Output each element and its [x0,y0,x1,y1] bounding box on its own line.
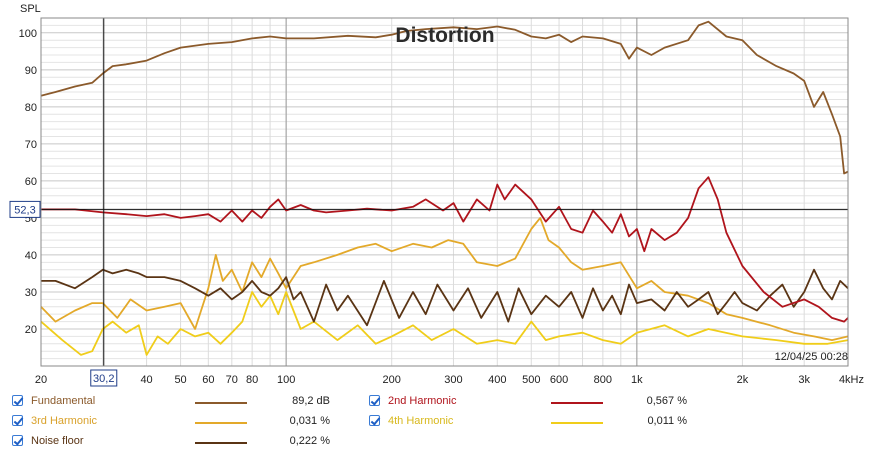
legend-fundamental-value: 89,2 dB [292,395,330,407]
fundamental-checkbox[interactable] [12,395,23,406]
legend-noise-floor-swatch [195,442,247,444]
x-tick-label: 300 [444,374,462,386]
series-line-4th-harmonic [40,291,849,356]
plot-area [41,18,848,366]
cursor-x-readout-box [90,369,118,387]
y-tick-label: 70 [25,139,37,151]
cursor-y-readout: 52,3 [14,204,35,216]
legend-fundamental-name: Fundamental [31,395,96,407]
y-tick-label: 40 [25,250,37,262]
legend-row-2: 3rd Harmonic 0,031 % 4th Harmonic 0,011 … [0,413,869,433]
y-axis-label: SPL [20,3,41,15]
x-tick-label: 500 [522,374,540,386]
y-tick-label: 100 [19,28,37,40]
cursor-layer [41,18,848,366]
second-harmonic-checkbox[interactable] [369,395,380,406]
chart-title: Distortion [395,24,494,47]
x-tick-label: 1k [631,374,643,386]
x-tick-label: 70 [226,374,238,386]
legend-third-harmonic-value: 0,031 % [289,415,330,427]
x-tick-label: 2k [737,374,749,386]
noise-floor-checkbox[interactable] [12,435,23,446]
y-tick-label: 90 [25,65,37,77]
legend-noise-floor-value: 0,222 % [289,435,330,447]
x-tick-label: 4kHz [839,374,864,386]
legend-third-harmonic-name: 3rd Harmonic [31,415,98,427]
x-tick-label: 600 [550,374,568,386]
series-line-fundamental [40,20,849,175]
y-tick-label: 20 [25,324,37,336]
legend-fourth-harmonic-name: 4th Harmonic [388,415,454,427]
legend-second-harmonic-name: 2nd Harmonic [388,395,457,407]
x-tick-label: 80 [246,374,258,386]
x-tick-label: 50 [174,374,186,386]
legend-second-harmonic-swatch [551,402,603,404]
cursor-x-readout: 30,2 [93,373,114,385]
third-harmonic-checkbox[interactable] [12,415,23,426]
x-tick-label: 200 [383,374,401,386]
legend-row-3: Noise floor 0,222 % [0,433,869,453]
x-tick-label: 60 [202,374,214,386]
series-layer [40,20,849,356]
timestamp: 12/04/25 00:28 [775,351,848,363]
legend-third-harmonic-swatch [195,422,247,424]
x-tick-label: 3k [798,374,810,386]
legend-second-harmonic-value: 0,567 % [646,395,687,407]
legend-fundamental-swatch [195,402,247,404]
y-tick-label: 80 [25,102,37,114]
x-tick-label: 100 [277,374,295,386]
series-line-3rd-harmonic [40,216,849,342]
series-line-2nd-harmonic [41,176,849,323]
y-tick-label: 60 [25,176,37,188]
fourth-harmonic-checkbox[interactable] [369,415,380,426]
x-tick-label: 40 [140,374,152,386]
cursor-y-readout-box [9,200,41,218]
x-tick-label: 800 [594,374,612,386]
legend-row-1: Fundamental 89,2 dB 2nd Harmonic 0,567 % [0,393,869,413]
plot-frame [40,17,849,367]
legend-noise-floor-name: Noise floor [31,435,84,447]
x-tick-label: 400 [488,374,506,386]
y-tick-label: 30 [25,287,37,299]
legend-fourth-harmonic-value: 0,011 % [647,415,687,427]
major-grid [41,18,848,366]
x-tick-label: 20 [35,374,47,386]
series-line-noise-floor [41,268,849,327]
legend-fourth-harmonic-swatch [551,422,603,424]
